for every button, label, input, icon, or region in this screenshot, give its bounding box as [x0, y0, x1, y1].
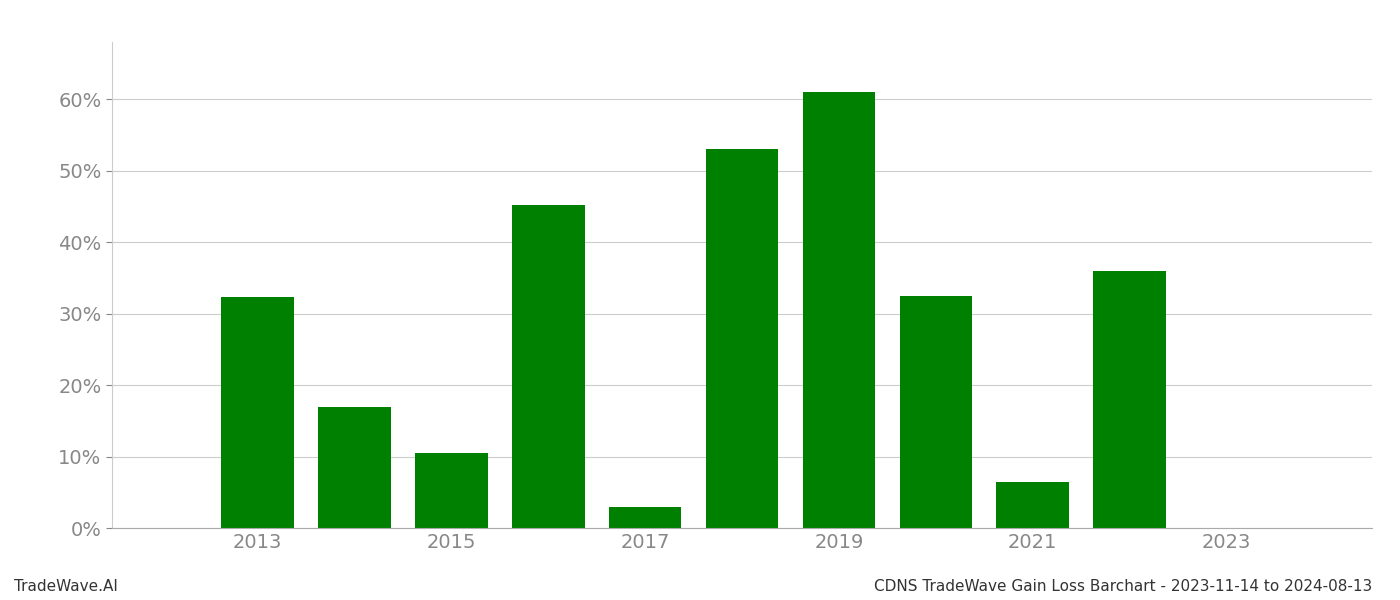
Bar — [706, 149, 778, 528]
Bar — [609, 506, 682, 528]
Bar — [1093, 271, 1166, 528]
Bar — [512, 205, 585, 528]
Bar — [318, 407, 391, 528]
Text: TradeWave.AI: TradeWave.AI — [14, 579, 118, 594]
Bar — [221, 297, 294, 528]
Bar — [802, 92, 875, 528]
Bar — [997, 482, 1070, 528]
Bar — [414, 453, 487, 528]
Bar — [900, 296, 972, 528]
Text: CDNS TradeWave Gain Loss Barchart - 2023-11-14 to 2024-08-13: CDNS TradeWave Gain Loss Barchart - 2023… — [874, 579, 1372, 594]
